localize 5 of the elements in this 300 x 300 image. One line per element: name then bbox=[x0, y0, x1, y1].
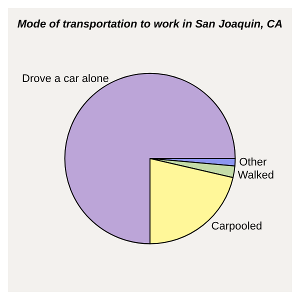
chart-title: Mode of transportation to work in San Joaquin, CA bbox=[17, 18, 283, 30]
slice-label: Carpooled bbox=[211, 220, 262, 233]
slice-label: Drove a car alone bbox=[22, 72, 109, 85]
slice-label: Walked bbox=[238, 169, 274, 182]
slice-label: Other bbox=[239, 156, 267, 168]
